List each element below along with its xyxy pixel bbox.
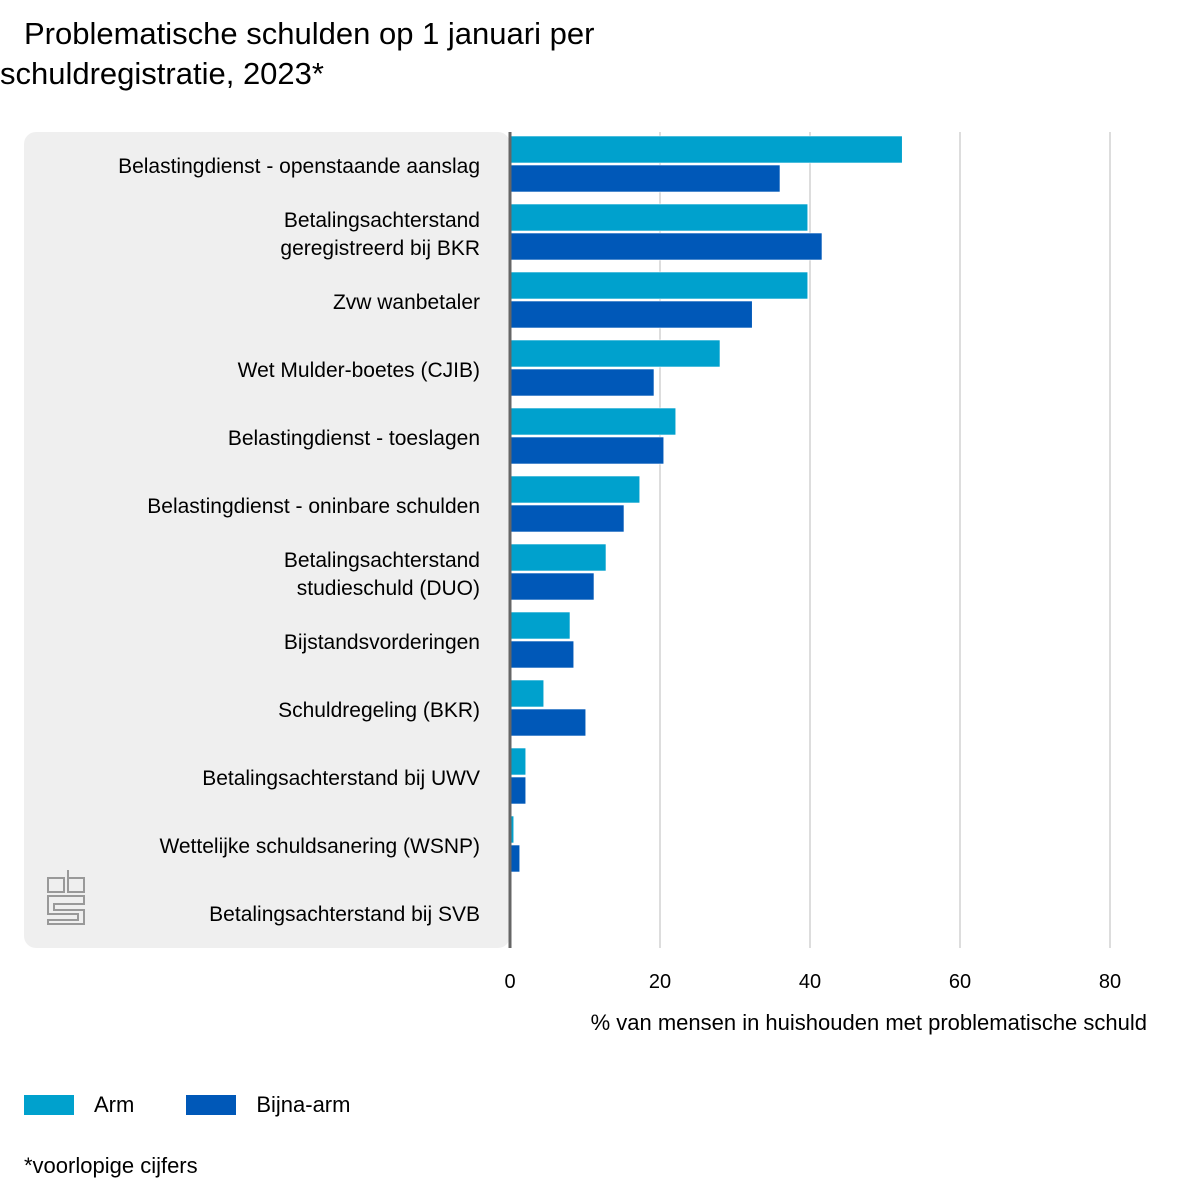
- category-label: Belastingdienst - toeslagen: [228, 427, 480, 450]
- x-tick-label: 80: [1099, 971, 1121, 993]
- legend-item-bijna-arm: Bijna-arm: [186, 1092, 350, 1118]
- bar-bijna-arm: [509, 368, 655, 397]
- x-tick-label: 0: [504, 971, 515, 993]
- category-label: Betalingsachterstand bij UWV: [202, 767, 480, 790]
- category-label: Wet Mulder-boetes (CJIB): [238, 359, 480, 382]
- bar-arm: [509, 135, 903, 164]
- bar-bijna-arm: [509, 164, 781, 193]
- legend-item-arm: Arm: [24, 1092, 134, 1118]
- bar-bijna-arm: [509, 572, 595, 601]
- title-line-1: Problematische schulden op 1 januari per: [24, 16, 595, 51]
- bar-bijna-arm: [509, 300, 753, 329]
- legend-swatch-bijna-arm: [186, 1095, 237, 1115]
- bar-arm: [509, 543, 607, 572]
- bar-bijna-arm: [509, 504, 625, 533]
- category-label: Bijstandsvorderingen: [284, 631, 480, 654]
- category-label: Schuldregeling (BKR): [278, 699, 480, 722]
- chart-title: Problematische schulden op 1 januari per…: [0, 14, 594, 94]
- legend-label-arm: Arm: [94, 1092, 135, 1117]
- bar-arm: [509, 407, 677, 436]
- bar-arm: [509, 203, 809, 232]
- category-label: Zvw wanbetaler: [333, 291, 480, 314]
- category-label: Betalingsachterstand: [284, 209, 480, 232]
- bar-bijna-arm: [509, 708, 587, 737]
- x-tick-label: 60: [949, 971, 971, 993]
- category-label: Belastingdienst - oninbare schulden: [147, 495, 480, 518]
- x-axis-label: % van mensen in huishouden met problemat…: [591, 1010, 1147, 1035]
- category-label: Belastingdienst - openstaande aanslag: [118, 155, 480, 178]
- bar-arm: [509, 475, 641, 504]
- footnote: *voorlopige cijfers: [24, 1153, 198, 1178]
- x-tick-label: 20: [649, 971, 671, 993]
- category-label: geregistreerd bij BKR: [280, 237, 480, 260]
- x-tick-label: 40: [799, 971, 821, 993]
- bar-arm: [509, 679, 545, 708]
- category-label: studieschuld (DUO): [297, 577, 480, 600]
- bar-arm: [509, 747, 527, 776]
- legend-label-bijna-arm: Bijna-arm: [256, 1092, 351, 1117]
- category-label: Betalingsachterstand bij SVB: [209, 903, 480, 926]
- label-panel: [24, 132, 510, 948]
- bar-bijna-arm: [509, 436, 665, 465]
- bar-bijna-arm: [509, 776, 527, 805]
- category-label: Betalingsachterstand: [284, 549, 480, 572]
- bar-bijna-arm: [509, 640, 575, 669]
- bar-arm: [509, 339, 721, 368]
- bar-arm: [509, 271, 809, 300]
- legend-swatch-arm: [24, 1095, 74, 1115]
- title-line-2: schuldregistratie, 2023*: [0, 56, 324, 91]
- bar-arm: [509, 611, 571, 640]
- category-label: Wettelijke schuldsanering (WSNP): [159, 835, 480, 858]
- bar-bijna-arm: [509, 232, 823, 261]
- cbs-logo: [47, 870, 85, 925]
- legend: Arm Bijna-arm: [24, 1092, 402, 1118]
